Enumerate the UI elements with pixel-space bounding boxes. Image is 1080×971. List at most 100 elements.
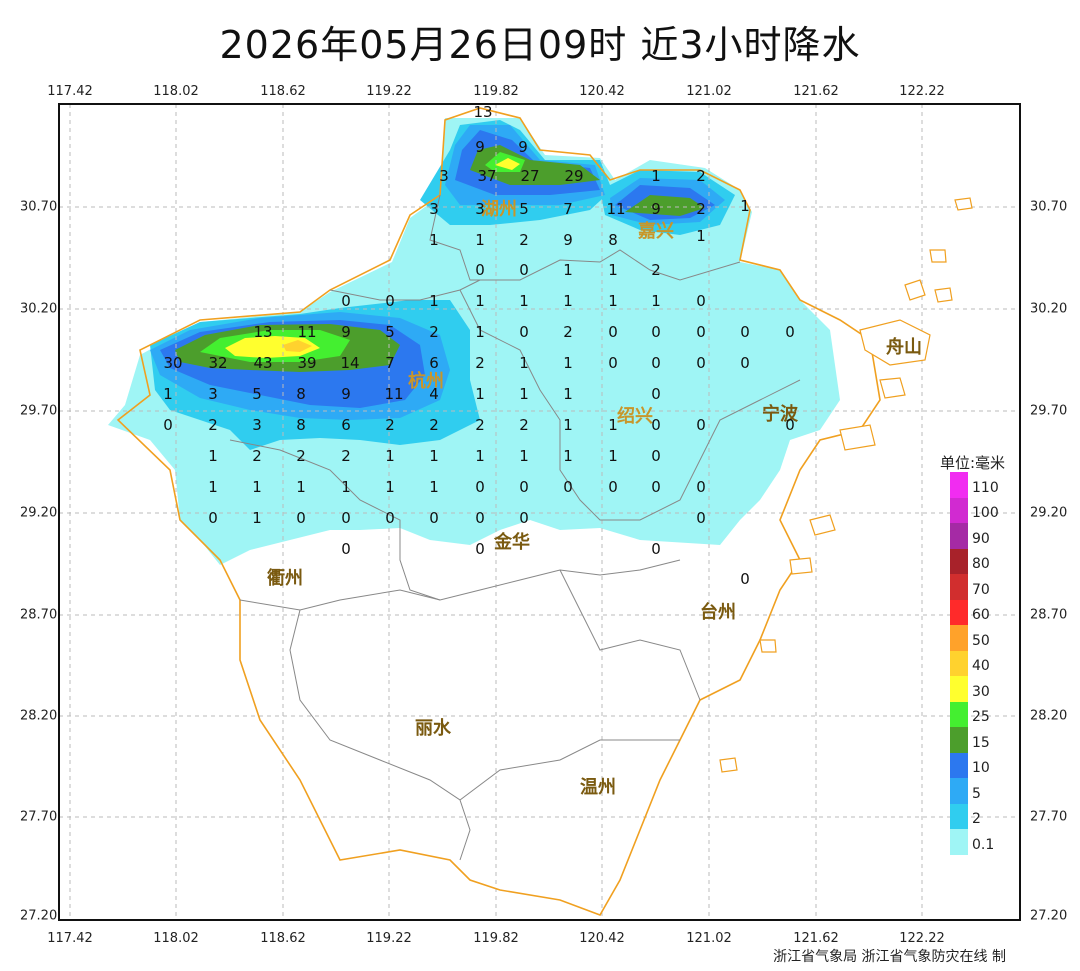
station-value: 6 [429, 354, 439, 372]
lat-tick-left: 28.20 [20, 708, 58, 724]
station-value: 13 [253, 323, 272, 341]
province-boundary [116, 107, 881, 916]
lat-tick-left: 27.20 [20, 908, 58, 924]
lon-tick-top: 120.42 [579, 84, 625, 99]
lon-tick-bottom: 117.42 [47, 931, 93, 946]
station-value: 1 [163, 385, 173, 403]
station-value: 1 [608, 292, 618, 310]
legend-swatch [950, 523, 968, 549]
legend-title: 单位:毫米 [940, 454, 1006, 472]
lon-tick-bottom: 118.62 [260, 931, 306, 946]
city-label-taizhou: 台州 [700, 601, 736, 623]
station-value: 0 [696, 478, 706, 496]
lon-tick-bottom: 118.02 [153, 931, 199, 946]
legend-label: 80 [972, 556, 990, 573]
lon-tick-bottom: 119.82 [473, 931, 519, 946]
station-value: 0 [519, 509, 529, 527]
station-value: 1 [519, 354, 529, 372]
lat-tick-left: 30.70 [20, 199, 58, 215]
legend-label: 110 [972, 479, 999, 496]
station-value: 0 [785, 416, 795, 434]
station-value: 0 [696, 354, 706, 372]
city-label-wenzhou: 温州 [580, 777, 616, 798]
station-value: 2 [696, 167, 706, 185]
islands [719, 197, 973, 773]
station-value: 0 [651, 354, 661, 372]
station-value: 0 [696, 292, 706, 310]
station-value: 9 [563, 231, 573, 249]
station-value: 2 [252, 447, 262, 465]
lon-tick-bottom: 122.22 [899, 931, 945, 946]
legend-swatch [950, 472, 968, 498]
legend-swatch [950, 676, 968, 702]
station-value: 9 [651, 200, 661, 218]
station-value: 13 [473, 103, 492, 121]
legend-label: 10 [972, 760, 990, 777]
station-value: 1 [563, 416, 573, 434]
legend-label: 100 [972, 505, 999, 522]
station-values: 139 93 37 27 29 1 23 3 5 7 11 9 2 11 1 2 9 8 10 0 1 1 20 0 1 1 1 1 1… [163, 103, 795, 588]
lat-tick-right: 29.20 [1030, 505, 1068, 521]
station-value: 0 [651, 478, 661, 496]
station-value: 3 [252, 416, 262, 434]
station-value: 27 [520, 167, 539, 185]
station-value: 30 [163, 354, 182, 372]
map-frame [58, 103, 1021, 921]
station-value: 0 [341, 540, 351, 558]
station-value: 1 [429, 447, 439, 465]
station-value: 2 [651, 261, 661, 279]
station-value: 2 [208, 416, 218, 434]
station-value: 5 [252, 385, 262, 403]
station-value: 5 [385, 323, 395, 341]
station-value: 1 [429, 292, 439, 310]
station-value: 0 [563, 478, 573, 496]
station-value: 0 [740, 323, 750, 341]
lat-tick-right: 27.70 [1030, 809, 1068, 825]
station-value: 9 [475, 138, 485, 156]
station-value: 8 [296, 416, 306, 434]
station-value: 0 [651, 385, 661, 403]
lon-tick-top: 117.42 [47, 84, 93, 99]
lat-tick-left: 30.20 [20, 301, 58, 317]
station-value: 3 [439, 167, 449, 185]
station-value: 11 [384, 385, 403, 403]
station-value: 1 [475, 385, 485, 403]
station-value: 1 [563, 261, 573, 279]
station-value: 3 [475, 200, 485, 218]
station-value: 1 [740, 197, 750, 215]
station-value: 9 [341, 323, 351, 341]
lon-tick-top: 121.62 [793, 84, 839, 99]
station-value: 0 [608, 323, 618, 341]
station-value: 1 [475, 231, 485, 249]
station-value: 1 [563, 354, 573, 372]
legend-swatch [950, 778, 968, 804]
station-value: 0 [785, 323, 795, 341]
city-label-hangzhou: 杭州 [408, 370, 444, 392]
station-value: 5 [519, 200, 529, 218]
station-value: 6 [341, 416, 351, 434]
legend-label: 90 [972, 530, 990, 547]
station-value: 2 [429, 416, 439, 434]
station-value: 2 [519, 231, 529, 249]
city-label-lishui: 丽水 [415, 717, 452, 739]
station-value: 0 [475, 478, 485, 496]
station-value: 32 [208, 354, 227, 372]
station-value: 0 [740, 354, 750, 372]
station-value: 0 [208, 509, 218, 527]
station-value: 1 [651, 292, 661, 310]
lon-tick-top: 119.82 [473, 84, 519, 99]
credit-text: 浙江省气象局 浙江省气象防灾在线 制 [773, 949, 1006, 965]
station-value: 1 [608, 416, 618, 434]
legend-swatch [950, 650, 968, 676]
station-value: 0 [296, 509, 306, 527]
legend-label: 5 [972, 785, 981, 802]
lon-tick-bottom: 119.22 [366, 931, 412, 946]
station-value: 1 [296, 478, 306, 496]
station-value: 0 [608, 478, 618, 496]
station-value: 2 [519, 416, 529, 434]
station-value: 0 [341, 509, 351, 527]
station-value: 2 [475, 416, 485, 434]
lat-tick-right: 30.70 [1030, 199, 1068, 215]
city-labels: 湖州 嘉兴 杭州 绍兴 宁波 舟山 金华 衢州 台州 丽水 温州 [267, 199, 922, 798]
station-value: 0 [696, 323, 706, 341]
